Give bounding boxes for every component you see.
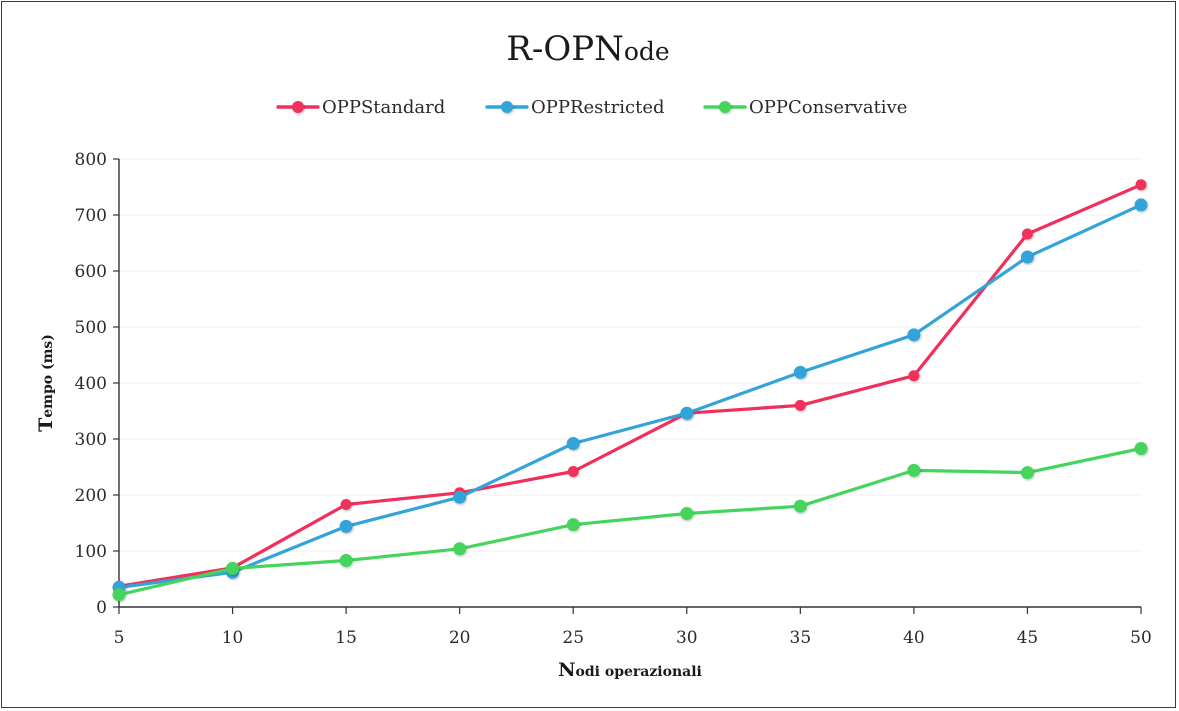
data-point-OPPConservative-15 [339,554,353,568]
data-point-OPPRestricted-20 [453,490,467,504]
legend-label: OPPConservative [749,97,907,118]
legend-label: OPPRestricted [531,97,665,118]
x-axis-label-rest: odi operazionali [576,664,702,680]
legend-entry-OPPStandard: OPPStandard [276,97,445,118]
series-layer [112,179,1148,602]
legend-swatch-marker [292,101,304,113]
x-tick-label: 45 [1017,628,1039,648]
y-tick-label: 300 [75,430,107,450]
x-tick-label: 30 [676,628,698,648]
x-axis: 5 10 15 20 25 30 35 40 45 50 [114,606,1152,648]
data-point-OPPConservative-35 [793,499,807,513]
series-OPPStandard [113,179,1147,592]
y-axis-label-first: T [35,418,57,432]
data-point-OPPConservative-50 [1134,442,1148,456]
x-tick-label: 15 [335,628,357,648]
x-tick-label: 50 [1130,628,1152,648]
series-OPPRestricted [112,198,1148,594]
x-tick-label: 25 [562,628,584,648]
y-tick-label: 400 [75,374,107,394]
y-axis-label: Tempo (ms) [35,334,57,432]
data-point-OPPRestricted-30 [680,406,694,420]
series-line-OPPConservative [117,446,1143,597]
series-line-OPPRestricted [117,203,1143,590]
y-tick-label: 200 [75,486,107,506]
series-line-OPPStandard [117,183,1143,588]
data-point-OPPRestricted-45 [1020,250,1034,264]
legend-label: OPPStandard [322,97,445,118]
data-point-OPPConservative-10 [226,561,240,575]
legend-swatch-marker [501,101,513,113]
y-tick-label: 600 [75,262,107,282]
data-point-OPPRestricted-25 [566,436,580,450]
data-point-OPPRestricted-40 [907,328,921,342]
legend-swatch-marker [719,101,731,113]
x-axis-label: Nodi operazionali [558,659,702,681]
data-point-OPPConservative-20 [453,542,467,556]
x-tick-label: 20 [449,628,471,648]
data-point-OPPStandard-40 [908,370,920,382]
chart-title: R-OPNode [506,29,669,69]
y-axis: 0 100 200 300 400 500 600 700 800 [75,150,120,618]
data-point-OPPStandard-35 [794,399,806,411]
y-tick-label: 700 [75,206,107,226]
x-tick-label: 5 [114,628,125,648]
legend: OPPStandard OPPRestricted OPPConservative [276,97,907,118]
chart-title-main: R-OPN [506,29,624,69]
y-tick-label: 0 [96,598,107,618]
data-point-OPPRestricted-50 [1134,198,1148,212]
data-point-OPPStandard-15 [340,499,352,511]
data-point-OPPConservative-5 [112,588,126,602]
data-point-OPPConservative-25 [566,518,580,532]
x-tick-label: 40 [903,628,925,648]
data-point-OPPConservative-40 [907,463,921,477]
y-tick-label: 100 [75,542,107,562]
x-tick-label: 10 [222,628,244,648]
data-point-OPPConservative-30 [680,506,694,520]
data-point-OPPStandard-25 [567,465,579,477]
y-axis-label-rest: empo (ms) [40,334,56,418]
data-point-OPPStandard-50 [1135,179,1147,191]
x-axis-label-first: N [558,659,575,681]
series-OPPConservative [112,442,1148,602]
y-tick-label: 500 [75,318,107,338]
data-point-OPPConservative-45 [1020,466,1034,480]
data-point-OPPRestricted-15 [339,519,353,533]
x-tick-label: 35 [790,628,812,648]
grid [119,158,1141,552]
legend-entry-OPPConservative: OPPConservative [703,97,907,118]
legend-entry-OPPRestricted: OPPRestricted [485,97,665,118]
y-tick-label: 800 [75,150,107,170]
data-point-OPPRestricted-35 [793,365,807,379]
chart-title-smallcaps: ode [624,37,670,66]
data-point-OPPStandard-45 [1021,228,1033,240]
